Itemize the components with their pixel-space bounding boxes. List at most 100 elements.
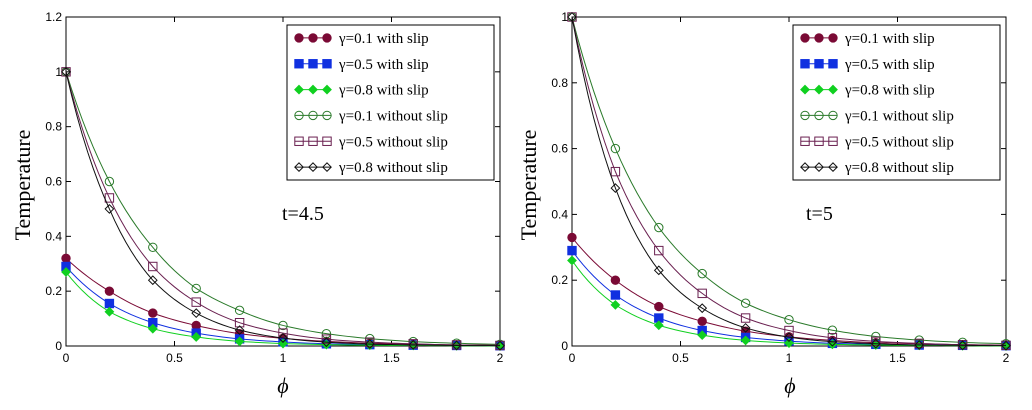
data-point [567,255,577,266]
legend-entry: γ=0.5 without slip [800,134,954,150]
data-point [697,303,708,314]
data-point [321,334,332,344]
legend-marker [800,59,810,69]
data-point [234,336,245,347]
data-point [654,245,664,256]
series-1 [567,232,1011,350]
legend-marker [814,59,824,69]
data-point [827,336,838,347]
legend-marker [294,110,304,121]
data-point [654,222,664,233]
x-tick-label: 1.5 [889,351,906,365]
legend-marker [828,59,838,69]
data-point [104,193,115,203]
data-point [234,325,245,336]
legend-label: γ=0.1 with slip [844,31,935,47]
legend-label: γ=0.5 without slip [844,134,954,150]
legend-marker [814,162,824,172]
legend-marker [308,33,318,43]
legend-entry: γ=0.1 without slip [800,108,954,124]
data-point [610,275,621,285]
series-line [65,71,501,346]
legend-label: γ=0.8 with slip [338,83,429,99]
data-point [784,332,794,343]
data-point [567,245,577,256]
x-axis-label: ϕ [277,373,288,398]
x-tick-label: 1 [786,351,793,365]
data-point [610,299,621,310]
legend-marker [814,136,824,146]
data-point [321,337,332,348]
x-tick-label: 0 [63,351,70,365]
data-point [148,308,158,318]
chart-panel-1: 0 0.2 0.4 0.6 0.8 1 1.2 0 0.5 1 1.5 2 Temperature ϕ t=… [10,10,505,398]
x-axis-label: ϕ [784,373,795,398]
legend-entry: γ=0.1 without slip [294,108,448,124]
legend-label: γ=0.8 without slip [844,160,954,176]
series-line [571,237,1007,346]
data-point [191,308,202,319]
legend-marker [800,33,810,43]
x-tick-label: 2 [497,351,504,365]
legend-marker [814,84,824,95]
legend-marker [294,59,304,69]
legend-marker [800,162,810,172]
y-tick-label: 0.4 [45,229,62,243]
data-point [784,338,794,348]
legend-marker [828,136,838,146]
data-point [191,297,201,307]
data-point [1001,340,1011,351]
series-line [65,71,501,345]
x-tick-label: 2 [1003,351,1010,365]
series-line [65,257,501,346]
legend-marker [308,162,318,172]
data-point [148,242,158,253]
data-point [148,261,158,272]
data-point [610,166,621,177]
data-point [365,337,375,347]
legend-marker [322,110,332,121]
legend-marker [828,110,838,121]
data-point [610,183,621,193]
data-point [104,306,115,317]
x-tick-label: 0.5 [672,351,689,365]
data-point [567,232,577,243]
y-axis-label: Temperature [516,130,541,241]
data-point [957,340,968,351]
legend-entry: γ=0.8 without slip [800,160,954,176]
y-tick-label: 0 [55,339,62,353]
data-point [495,340,505,351]
data-point [191,320,201,331]
data-point [234,305,245,316]
legend: γ=0.1 with slip γ=0.5 with slip γ=0.8 with… [286,24,495,181]
time-annotation: t=4.5 [282,203,324,225]
data-point [697,268,707,279]
legend-label: γ=0.8 with slip [844,83,935,99]
x-tick-label: 1 [280,351,287,365]
data-point [191,283,201,294]
y-tick-label: 0.8 [551,76,568,90]
data-point [653,320,664,331]
legend-marker [800,110,810,121]
legend-box [286,24,495,181]
legend-label: γ=0.1 without slip [338,108,448,124]
legend-entry: γ=0.8 without slip [294,160,448,176]
data-point [871,331,881,342]
y-tick-label: 0.2 [551,273,568,287]
data-point [61,267,71,277]
y-tick-label: 0.4 [551,207,568,221]
legend-marker [308,84,318,95]
data-point [740,335,751,346]
series-6 [61,66,505,351]
data-point [147,275,158,286]
data-point [104,286,115,296]
data-point [278,338,288,349]
y-tick-label: 0.2 [45,284,62,298]
y-tick-label: 0.6 [551,142,568,156]
data-point [610,143,621,154]
data-point [104,176,115,187]
legend-entry: γ=0.1 with slip [800,31,935,47]
legend-marker [308,110,318,121]
series-line [571,16,1007,346]
y-tick-label: 1.2 [45,10,62,24]
